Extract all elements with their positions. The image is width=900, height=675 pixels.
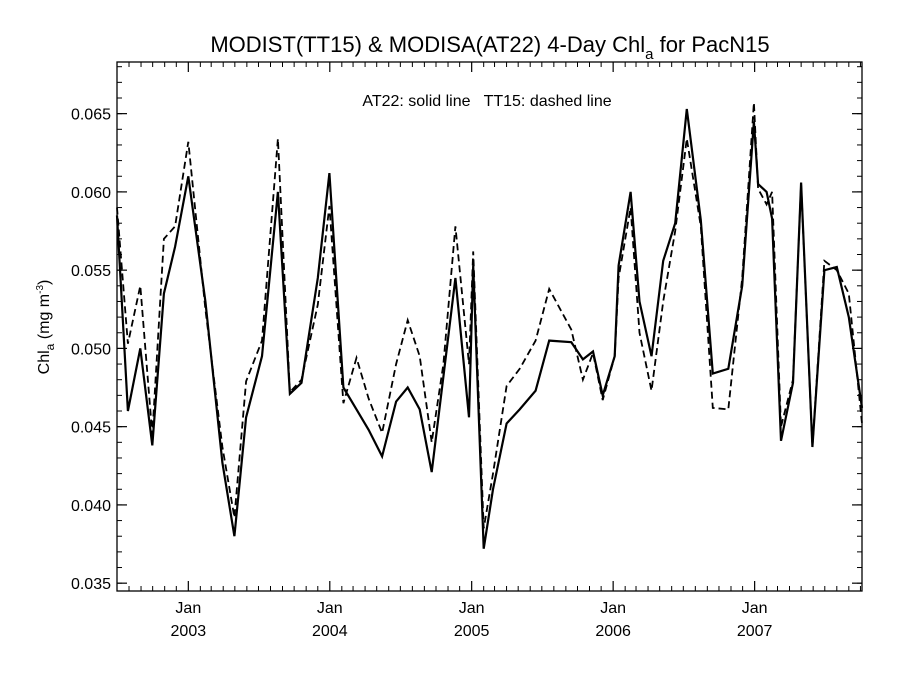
x-tick-year: 2006 — [595, 623, 631, 640]
x-tick-year: 2003 — [171, 623, 207, 640]
x-tick-month: Jan — [459, 600, 485, 617]
x-tick-month: Jan — [175, 600, 201, 617]
y-axis-label: Chla (mg m-3) — [35, 280, 57, 375]
y-tick-label: 0.040 — [71, 498, 111, 515]
x-tick-year: 2004 — [312, 623, 348, 640]
y-tick-label: 0.055 — [71, 263, 111, 280]
chart-title: MODIST(TT15) & MODISA(AT22) 4-Day Chla f… — [210, 32, 769, 63]
x-tick-month: Jan — [600, 600, 626, 617]
x-tick-month: Jan — [742, 600, 768, 617]
plot-frame — [116, 61, 863, 592]
series-line-tt15 — [116, 102, 863, 529]
y-tick-label: 0.050 — [71, 341, 111, 358]
plot-area: AT22: solid line TT15: dashed line — [115, 61, 864, 592]
y-tick-label: 0.065 — [71, 107, 111, 124]
series-layer — [115, 102, 864, 549]
y-tick-label: 0.035 — [71, 576, 111, 593]
x-tick-labels: Jan 2003 Jan 2004 Jan 2005 Jan 2006 Jan 2007 — [171, 600, 773, 640]
x-tick-year: 2007 — [737, 623, 773, 640]
x-tick-year: 2005 — [454, 623, 490, 640]
ticks — [116, 62, 862, 591]
x-tick-month: Jan — [317, 600, 343, 617]
y-tick-label: 0.060 — [71, 185, 111, 202]
y-tick-label: 0.045 — [71, 420, 111, 437]
legend-annotation: AT22: solid line TT15: dashed line — [362, 93, 611, 110]
series-line-at22 — [115, 108, 864, 549]
y-tick-labels: 0.035 0.040 0.045 0.050 0.055 0.060 0.065 — [71, 107, 111, 594]
